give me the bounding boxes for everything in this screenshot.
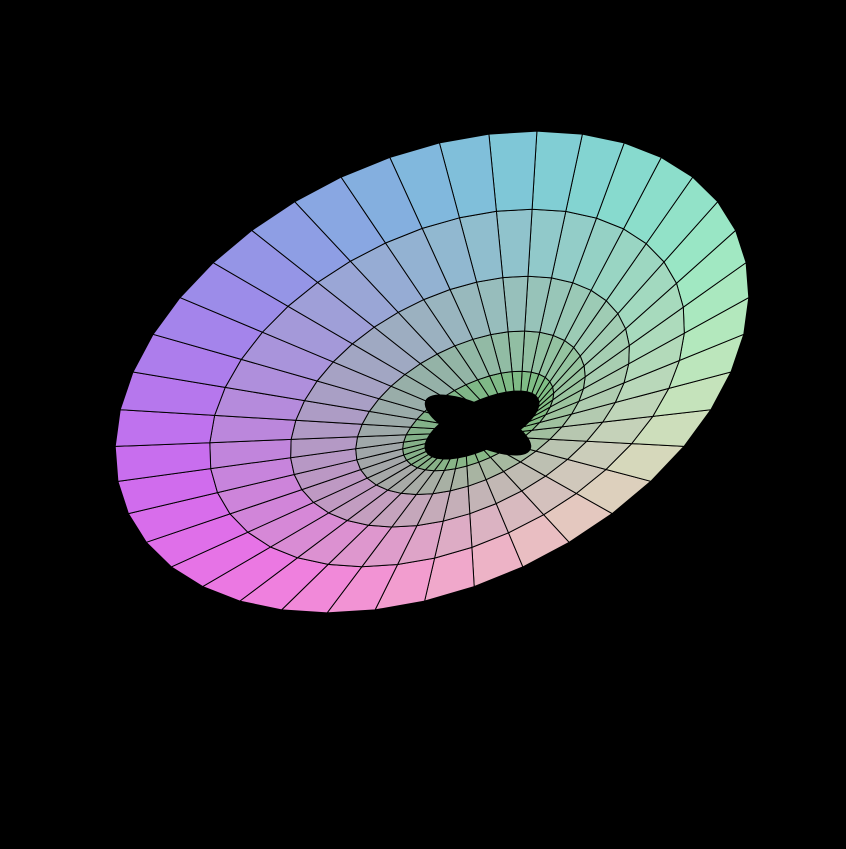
surface-hole — [424, 394, 532, 456]
mesh-face — [114, 409, 216, 447]
surface-mesh — [114, 130, 750, 614]
mesh-face — [340, 156, 423, 244]
mesh-face — [488, 130, 538, 212]
